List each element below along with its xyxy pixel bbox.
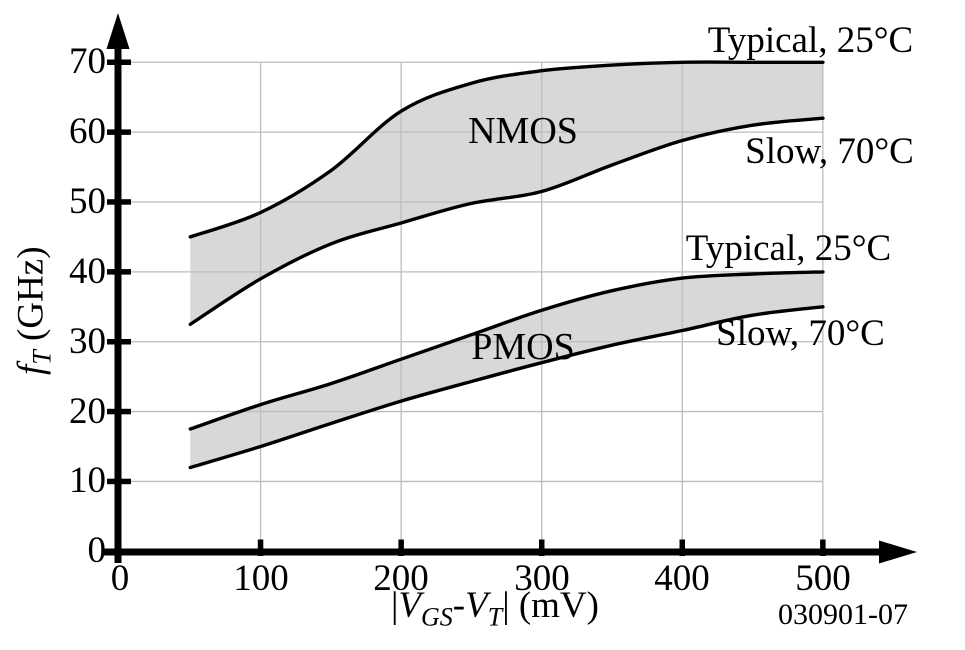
x-tick-500 <box>820 539 826 556</box>
x-axis-title-subscript-2: T <box>487 602 503 632</box>
pmos-typical-25-c-curve <box>188 270 825 431</box>
x-tick-label-0: 0 <box>110 558 130 599</box>
nmos-band-label: NMOS <box>468 110 578 152</box>
y-tick-70 <box>107 59 131 65</box>
x-tick-200 <box>398 539 404 556</box>
x-tick-400 <box>679 539 685 556</box>
x-axis-title: |VGS-VT| (mV) <box>330 585 660 638</box>
nmos-slow-70-c-curve <box>188 116 825 326</box>
y-tick-10 <box>107 478 131 485</box>
y-axis-title-unit: (GHz) <box>10 246 52 351</box>
x-axis-line <box>102 548 884 556</box>
y-tick-30 <box>107 339 131 345</box>
y-tick-label-30: 30 <box>69 321 106 362</box>
pmos-band-fill <box>190 271 823 468</box>
y-tick-40 <box>107 269 131 275</box>
nmos-typical-label: Typical, 25°C <box>707 20 914 61</box>
nmos-typical-25-c-curve <box>188 60 825 239</box>
nmos-slow-label: Slow, 70°C <box>745 131 914 172</box>
x-tick-label-300: 300 <box>514 558 570 599</box>
x-axis-arrow <box>879 540 917 564</box>
y-tick-50 <box>107 199 131 205</box>
x-axis-title-symbol-1: V <box>398 585 422 626</box>
x-tick-100 <box>257 539 264 556</box>
x-tick-label-100: 100 <box>233 558 289 599</box>
y-tick-label-20: 20 <box>69 391 106 432</box>
y-axis-title-subscript: T <box>27 350 57 365</box>
y-tick-20 <box>107 408 131 415</box>
figure-number: 030901-07 <box>778 598 908 631</box>
x-axis-title-symbol-2: V <box>465 585 488 626</box>
x-axis-title-dash: - <box>452 585 466 626</box>
y-tick-60 <box>107 129 131 135</box>
y-tick-label-40: 40 <box>69 251 106 292</box>
pmos-band-label: PMOS <box>471 326 575 368</box>
y-tick-label-60: 60 <box>69 111 106 152</box>
x-tick-300 <box>539 539 545 556</box>
y-axis-arrow <box>106 13 130 49</box>
x-axis-title-subscript-1: GS <box>421 602 453 632</box>
y-tick-label-70: 70 <box>69 41 106 82</box>
pmos-slow-label: Slow, 70°C <box>716 313 885 354</box>
x-tick-label-200: 200 <box>373 558 429 599</box>
pmos-typical-label: Typical, 25°C <box>685 228 892 269</box>
y-axis-line <box>114 45 122 563</box>
y-tick-label-10: 10 <box>69 460 106 501</box>
x-tick-label-500: 500 <box>795 558 851 599</box>
y-axis-title: fT (GHz) <box>10 151 63 471</box>
nmos-band-fill <box>190 62 823 325</box>
x-tick-label-400: 400 <box>654 558 710 599</box>
y-axis-title-symbol: f <box>10 364 52 375</box>
pmos-slow-70-c-curve <box>188 305 825 470</box>
x-axis-title-unit: | (mV) <box>502 585 600 626</box>
x-axis-title-bar-left: | <box>390 585 399 626</box>
y-tick-label-50: 50 <box>69 181 106 222</box>
y-tick-label-0: 0 <box>87 530 107 571</box>
